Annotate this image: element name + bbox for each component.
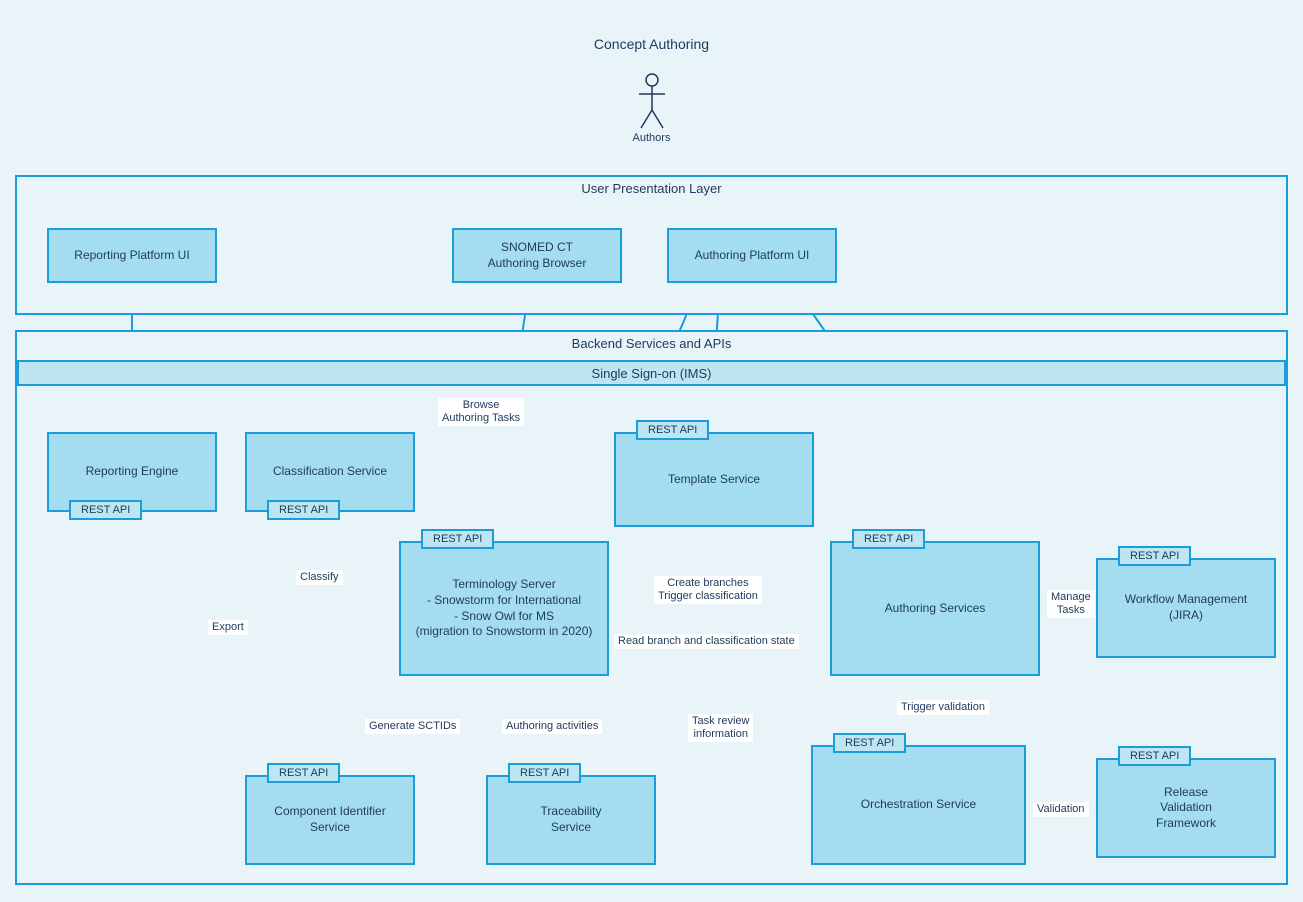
badge-component_id: REST API xyxy=(267,763,340,783)
actor-authors: Authors xyxy=(632,72,672,144)
badge-orchestration: REST API xyxy=(833,733,906,753)
container-title-sso: Single Sign-on (IMS) xyxy=(592,366,712,381)
container-title-backend: Backend Services and APIs xyxy=(572,336,732,351)
node-snomed_browser: SNOMED CTAuthoring Browser xyxy=(452,228,622,283)
actor-icon xyxy=(637,72,667,130)
edge-label-browse: BrowseAuthoring Tasks xyxy=(438,398,524,426)
badge-authoring_svc: REST API xyxy=(852,529,925,549)
edge-label-export: Export xyxy=(208,620,248,635)
node-traceability: TraceabilityService xyxy=(486,775,656,865)
badge-traceability: REST API xyxy=(508,763,581,783)
edge-label-validation: Validation xyxy=(1033,802,1089,817)
badge-reporting_engine: REST API xyxy=(69,500,142,520)
badge-terminology: REST API xyxy=(421,529,494,549)
badge-workflow: REST API xyxy=(1118,546,1191,566)
node-reporting_ui: Reporting Platform UI xyxy=(47,228,217,283)
edge-label-create_branches: Create branchesTrigger classification xyxy=(654,576,762,604)
node-authoring_ui: Authoring Platform UI xyxy=(667,228,837,283)
container-sso: Single Sign-on (IMS) xyxy=(17,360,1286,386)
edge-label-auth_act: Authoring activities xyxy=(502,719,602,734)
actor-label: Authors xyxy=(632,132,672,144)
node-template: Template Service xyxy=(614,432,814,527)
node-terminology: Terminology Server- Snowstorm for Intern… xyxy=(399,541,609,676)
edge-label-read_branch: Read branch and classification state xyxy=(614,634,799,649)
node-component_id: Component IdentifierService xyxy=(245,775,415,865)
diagram-title: Concept Authoring xyxy=(594,36,709,52)
node-rvf: ReleaseValidationFramework xyxy=(1096,758,1276,858)
node-orchestration: Orchestration Service xyxy=(811,745,1026,865)
edge-label-gen_sctid: Generate SCTIDs xyxy=(365,719,460,734)
container-title-upl: User Presentation Layer xyxy=(581,181,721,196)
edge-label-trigger_val: Trigger validation xyxy=(897,700,989,715)
badge-rvf: REST API xyxy=(1118,746,1191,766)
badge-template: REST API xyxy=(636,420,709,440)
edge-label-classify: Classify xyxy=(296,570,343,585)
edge-label-manage_tasks: ManageTasks xyxy=(1047,590,1095,618)
node-authoring_svc: Authoring Services xyxy=(830,541,1040,676)
edge-label-task_review: Task reviewinformation xyxy=(688,714,753,742)
node-workflow: Workflow Management(JIRA) xyxy=(1096,558,1276,658)
badge-classification: REST API xyxy=(267,500,340,520)
